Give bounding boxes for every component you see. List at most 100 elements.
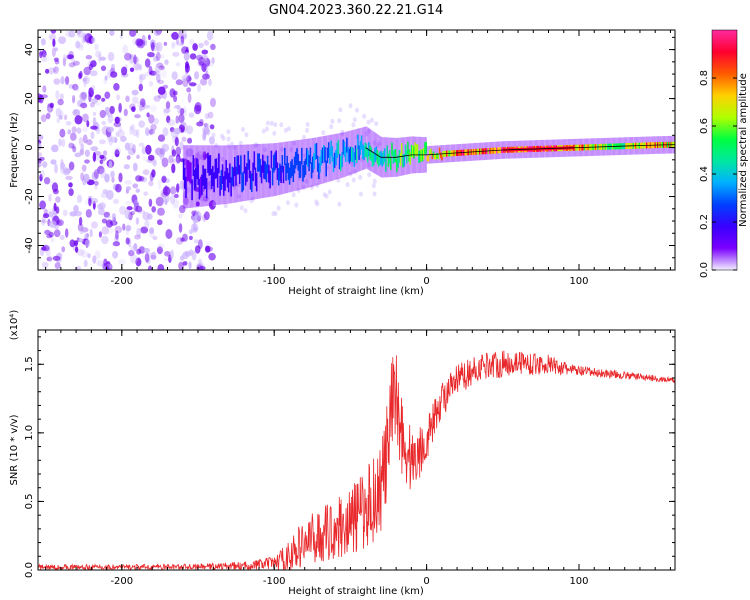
- spectrogram-noise-cell: [135, 128, 140, 139]
- spectrogram-noise-cell: [183, 106, 187, 117]
- spectrogram-noise-cell: [157, 243, 165, 250]
- spectrogram-ridge-halo: [330, 134, 332, 182]
- spectrogram-noise-cell: [157, 86, 166, 95]
- spectrogram-ridge-cell: [240, 155, 242, 175]
- spectrogram-ridge-halo: [219, 145, 221, 205]
- spectrogram-noise-cell: [114, 149, 120, 158]
- spectrogram-noise-cell: [150, 251, 157, 260]
- snr-panel: -200 -100 0 100 0.0 0.5 1.0 1.5 Height of strai…: [9, 310, 676, 597]
- spectrogram-noise-cell: [118, 124, 123, 133]
- spectrogram-noise-cell: [136, 154, 140, 159]
- spectrogram-noise-cell: [193, 104, 202, 115]
- spectrogram-ridge-halo: [270, 143, 273, 197]
- spectrogram-xtick-label: 100: [569, 276, 588, 287]
- spectrogram-noise-cell: [175, 62, 181, 67]
- spectrogram-ridge-cell: [358, 145, 360, 160]
- spectrogram-ridge-halo: [241, 144, 243, 202]
- spectrogram-ridge-cell: [299, 161, 302, 178]
- spectrogram-noise-cell: [132, 183, 139, 189]
- spectrogram-noise-cell: [68, 50, 74, 59]
- spectrogram-ytick-label: -20: [24, 188, 35, 204]
- spectrogram-noise-cell: [88, 198, 92, 207]
- spectrogram-noise-cell: [80, 227, 89, 233]
- spectrogram-noise-cell: [358, 191, 363, 197]
- spectrogram-noise-cell: [82, 127, 88, 132]
- spectrogram-image: [38, 30, 675, 270]
- spectrogram-noise-cell: [118, 172, 123, 183]
- spectrogram-noise-cell: [178, 213, 183, 219]
- spectrogram-noise-cell: [40, 38, 46, 46]
- spectrogram-noise-cell: [43, 177, 51, 185]
- spectrogram-noise-cell: [132, 144, 136, 154]
- spectrogram-noise-cell: [197, 61, 202, 67]
- spectrogram-ridge-cell: [203, 168, 206, 190]
- spectrogram-noise-cell: [121, 66, 128, 76]
- spectrogram-ridge-cell: [271, 167, 274, 186]
- spectrogram-noise-cell: [372, 191, 377, 197]
- spectrogram-noise-cell: [65, 76, 70, 85]
- spectrogram-noise-cell: [41, 261, 49, 269]
- spectrogram-ridge-cell: [224, 171, 226, 191]
- spectrogram-noise-cell: [50, 30, 57, 34]
- spectrogram-noise-cell: [176, 183, 180, 193]
- spectrogram-noise-cell: [115, 131, 120, 138]
- spectrogram-noise-cell: [301, 185, 306, 190]
- spectrogram-noise-cell: [176, 36, 180, 46]
- spectrogram-ridge-cell: [357, 134, 359, 149]
- colorbar: 0.0 0.2 0.4 0.6 0.8 Normalized spectral ampl…: [699, 29, 749, 278]
- spectrogram-ridge-halo: [342, 132, 345, 178]
- spectrogram-noise-cell: [211, 132, 216, 138]
- spectrogram-noise-cell: [175, 154, 181, 164]
- spectrogram-noise-cell: [153, 118, 159, 125]
- spectrogram-noise-cell: [45, 68, 50, 74]
- spectrogram-noise-cell: [70, 132, 77, 141]
- spectrogram-ridge-cell: [238, 164, 241, 184]
- spectrogram-noise-cell: [366, 119, 371, 125]
- spectrogram-noise-cell: [305, 127, 309, 133]
- spectrogram-ridge-cell: [364, 142, 366, 157]
- spectrogram-noise-cell: [124, 180, 133, 185]
- spectrogram-ridge-cell: [231, 166, 234, 186]
- spectrogram-noise-cell: [107, 126, 114, 133]
- spectrogram-noise-cell: [75, 40, 81, 49]
- spectrogram-noise-cell: [53, 78, 61, 85]
- spectrogram-noise-cell: [51, 144, 59, 153]
- spectrogram-noise-cell: [291, 192, 296, 198]
- spectrogram-ridge-cell: [401, 143, 403, 156]
- spectrogram-noise-cell: [371, 183, 376, 189]
- spectrogram-ridge-cell: [277, 168, 280, 186]
- spectrogram-noise-cell: [86, 139, 93, 146]
- spectrogram-ridge-cell: [213, 172, 215, 193]
- spectrogram-noise-cell: [64, 114, 68, 121]
- spectrogram-noise-cell: [38, 160, 42, 168]
- spectrogram-noise-cell: [139, 64, 143, 71]
- spectrogram-noise-cell: [58, 36, 67, 44]
- spectrogram-noise-cell: [141, 146, 147, 155]
- spectrogram-noise-cell: [178, 42, 184, 47]
- spectrogram-ridge-cell: [376, 150, 379, 164]
- snr-ytick-label: 0.5: [24, 493, 35, 509]
- spectrogram-noise-cell: [174, 136, 179, 147]
- spectrogram-ridge-cell: [298, 161, 301, 178]
- spectrogram-noise-cell: [73, 205, 79, 213]
- spectrogram-noise-cell: [153, 30, 161, 37]
- spectrogram-noise-cell: [171, 71, 178, 80]
- spectrogram-noise-cell: [148, 81, 154, 87]
- spectrogram-ridge-halo: [284, 141, 286, 194]
- spectrogram-noise-cell: [47, 67, 55, 75]
- spectrogram-ridge-cell: [397, 154, 399, 168]
- spectrogram-noise-cell: [157, 219, 163, 226]
- spectrogram-ridge-cell: [403, 154, 405, 167]
- spectrogram-ridge-cell: [304, 158, 307, 176]
- spectrogram-ridge-cell: [227, 172, 230, 193]
- spectrogram-ridge-cell: [386, 145, 388, 159]
- spectrogram-noise-cell: [280, 146, 285, 152]
- spectrogram-noise-cell: [94, 183, 98, 190]
- spectrogram-noise-cell: [183, 30, 188, 40]
- spectrogram-noise-cell: [123, 108, 128, 117]
- spectrogram-ridge-cell: [410, 144, 413, 158]
- spectrogram-noise-cell: [226, 129, 231, 135]
- spectrogram-noise-cell: [135, 205, 143, 213]
- spectrogram-ridge-cell: [340, 155, 342, 171]
- spectrogram-noise-cell: [179, 108, 185, 115]
